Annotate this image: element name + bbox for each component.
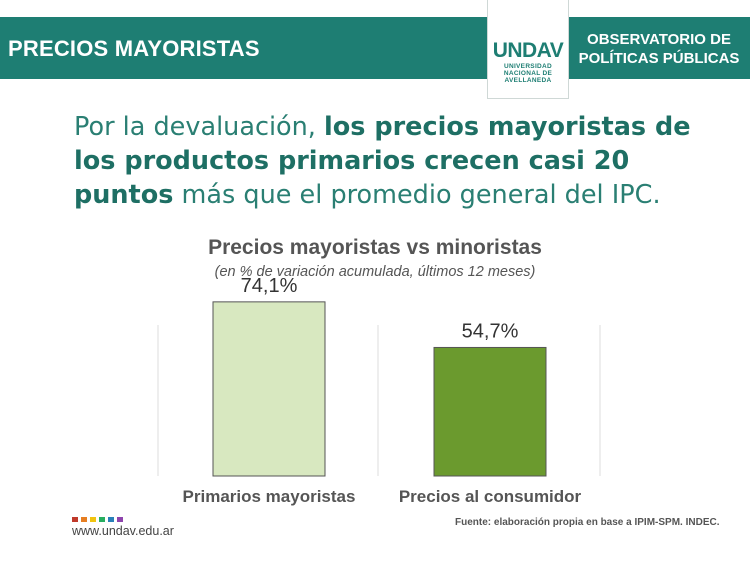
category-label-1: Primarios mayoristas bbox=[183, 487, 356, 506]
footer-dot-1 bbox=[72, 517, 78, 522]
footer-dot-6 bbox=[117, 517, 123, 522]
footer-dot-4 bbox=[99, 517, 105, 522]
footer-dot-2 bbox=[81, 517, 87, 522]
chart-title: Precios mayoristas vs minoristas bbox=[208, 236, 542, 259]
headline-bold: los precios mayoristas de los productos … bbox=[74, 112, 691, 210]
headline: Por la devaluación, los precios mayorist… bbox=[74, 110, 714, 212]
footer-color-dots bbox=[72, 517, 123, 522]
header-bar bbox=[0, 17, 750, 79]
headline-part2: más que el promedio general del IPC. bbox=[173, 180, 661, 210]
chart-subtitle: (en % de variación acumulada, últimos 12… bbox=[214, 264, 536, 280]
footer-url: www.undav.edu.ar bbox=[72, 524, 174, 538]
bar-2 bbox=[433, 346, 547, 477]
logo-subtitle: UNIVERSIDAD NACIONAL DE AVELLANEDA bbox=[503, 63, 553, 84]
category-label-2: Precios al consumidor bbox=[399, 487, 582, 506]
value-label-1: 74,1% bbox=[241, 275, 298, 297]
organization-name: OBSERVATORIO DE POLÍTICAS PÚBLICAS bbox=[578, 31, 740, 67]
source-note: Fuente: elaboración propia en base a IPI… bbox=[455, 517, 720, 528]
value-label-2: 54,7% bbox=[462, 320, 519, 342]
footer-dot-5 bbox=[108, 517, 114, 522]
undav-logo: UNDAV UNIVERSIDAD NACIONAL DE AVELLANEDA bbox=[487, 0, 569, 99]
bars-group: 74,1% Primarios mayoristas 54,7% Precios al… bbox=[183, 275, 582, 506]
section-title: PRECIOS MAYORISTAS bbox=[8, 36, 260, 61]
logo-mark: UNDAV bbox=[492, 39, 564, 62]
footer-dot-3 bbox=[90, 517, 96, 522]
headline-part1: Por la devaluación, bbox=[74, 112, 325, 142]
bar-1 bbox=[212, 301, 326, 477]
